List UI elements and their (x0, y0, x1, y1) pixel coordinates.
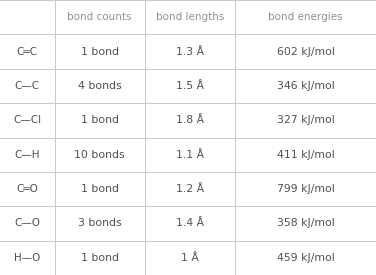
Text: 1.8 Å: 1.8 Å (176, 115, 204, 125)
Text: C—C: C—C (15, 81, 40, 91)
Text: 1.5 Å: 1.5 Å (176, 81, 204, 91)
Text: C═C: C═C (17, 46, 38, 57)
Text: 1.4 Å: 1.4 Å (176, 218, 204, 229)
Text: 1.3 Å: 1.3 Å (176, 46, 204, 57)
Text: 602 kJ/mol: 602 kJ/mol (277, 46, 334, 57)
Text: 327 kJ/mol: 327 kJ/mol (277, 115, 334, 125)
Text: 799 kJ/mol: 799 kJ/mol (277, 184, 334, 194)
Text: C—H: C—H (15, 150, 40, 160)
Text: 1.1 Å: 1.1 Å (176, 150, 204, 160)
Text: 10 bonds: 10 bonds (74, 150, 125, 160)
Text: 358 kJ/mol: 358 kJ/mol (277, 218, 334, 229)
Text: 1 bond: 1 bond (80, 46, 119, 57)
Text: 459 kJ/mol: 459 kJ/mol (277, 253, 334, 263)
Text: 1 bond: 1 bond (80, 115, 119, 125)
Text: H—O: H—O (14, 253, 41, 263)
Text: 346 kJ/mol: 346 kJ/mol (277, 81, 334, 91)
Text: bond counts: bond counts (67, 12, 132, 22)
Text: C—O: C—O (14, 218, 40, 229)
Text: bond energies: bond energies (268, 12, 343, 22)
Text: 1 bond: 1 bond (80, 184, 119, 194)
Text: 1 bond: 1 bond (80, 253, 119, 263)
Text: 1 Å: 1 Å (181, 253, 199, 263)
Text: 3 bonds: 3 bonds (78, 218, 121, 229)
Text: bond lengths: bond lengths (156, 12, 224, 22)
Text: 1.2 Å: 1.2 Å (176, 184, 204, 194)
Text: 4 bonds: 4 bonds (78, 81, 121, 91)
Text: C—Cl: C—Cl (13, 115, 41, 125)
Text: C═O: C═O (16, 184, 38, 194)
Text: 411 kJ/mol: 411 kJ/mol (277, 150, 334, 160)
